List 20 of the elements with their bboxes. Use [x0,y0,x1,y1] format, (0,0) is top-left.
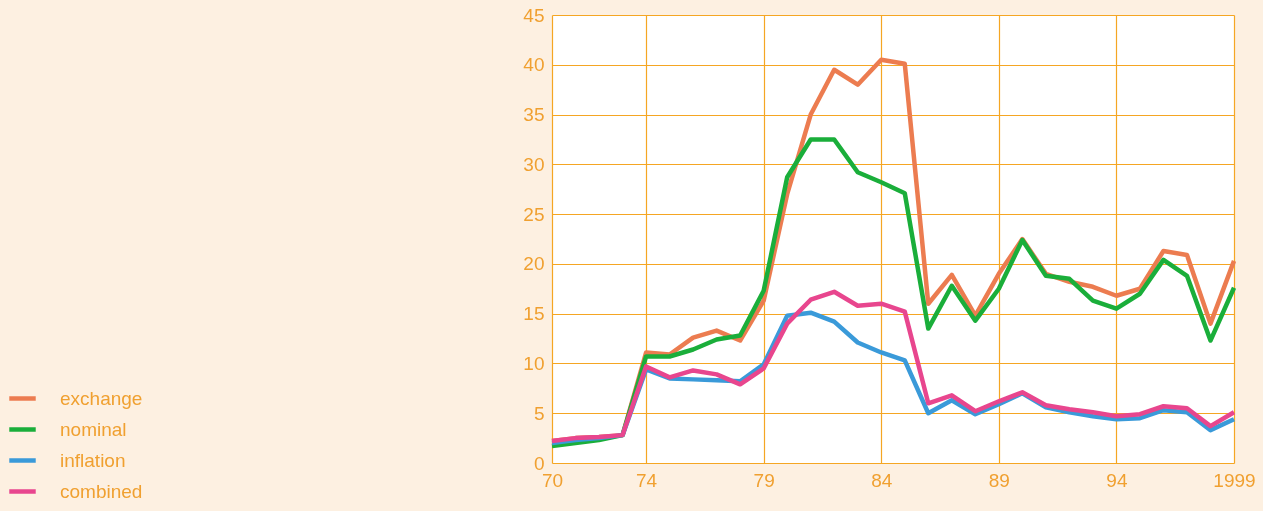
legend-label: exchange [60,387,143,409]
x-tick-label: 1999 [1213,469,1256,491]
y-tick-label: 25 [523,203,545,225]
y-tick-label: 15 [523,303,545,325]
y-tick-label: 5 [533,402,545,424]
y-tick-label: 10 [523,352,545,374]
x-tick-label: 84 [871,469,893,491]
x-tick-label: 79 [753,469,775,491]
y-tick-label: 30 [523,153,545,175]
legend-label: nominal [60,418,127,440]
legend-label: combined [60,480,143,502]
y-tick-label: 35 [523,104,545,126]
y-tick-label: 45 [523,4,545,26]
x-tick-label: 74 [636,469,658,491]
line-series [549,137,1237,449]
x-tick-label: 94 [1106,469,1128,491]
legend-label: inflation [60,449,126,471]
y-tick-label: 20 [523,253,545,275]
y-tick-label: 40 [523,54,545,76]
x-tick-label: 89 [988,469,1010,491]
